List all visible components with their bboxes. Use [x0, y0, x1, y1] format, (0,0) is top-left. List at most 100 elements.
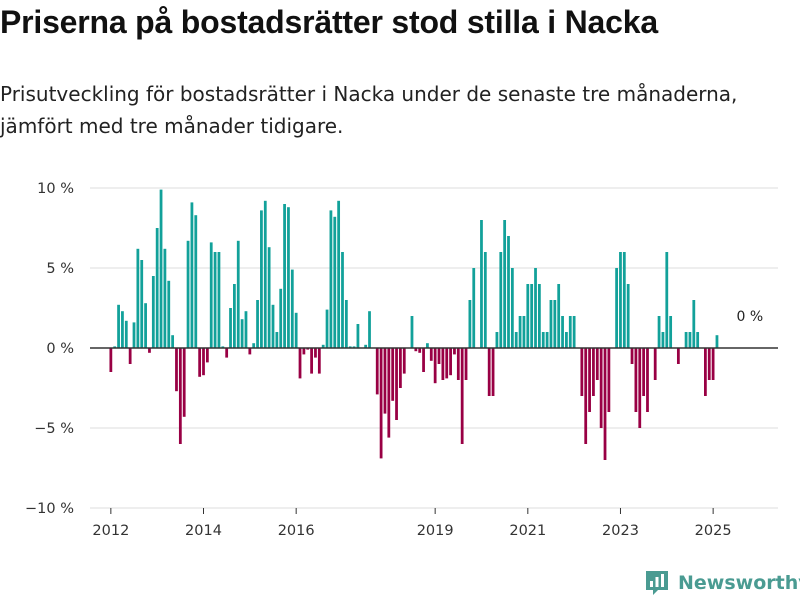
bar [314, 348, 317, 358]
bar [599, 348, 603, 428]
bar [561, 316, 564, 348]
bar [537, 284, 541, 348]
x-tick-label: 2019 [417, 523, 454, 539]
bar [163, 248, 167, 348]
bar [248, 348, 252, 355]
bar [507, 236, 510, 348]
bar [495, 332, 499, 348]
bar [356, 324, 360, 348]
bar [534, 268, 537, 348]
bar [449, 348, 452, 376]
bar [607, 348, 611, 412]
bar [383, 348, 387, 414]
bar [294, 312, 298, 348]
bar [433, 348, 437, 384]
bar [580, 348, 584, 396]
bar [622, 252, 626, 348]
bar [337, 200, 341, 348]
bar [630, 348, 634, 364]
bar [480, 220, 483, 348]
bar [472, 268, 476, 348]
annotations: 0 % [737, 309, 764, 325]
y-tick-label: 0 % [46, 341, 74, 357]
bar [217, 252, 221, 348]
bar [352, 346, 356, 348]
bar [715, 335, 719, 348]
bar [109, 348, 113, 372]
bar [437, 348, 441, 364]
bar [414, 348, 418, 352]
bar [395, 348, 398, 420]
y-tick-label: 10 % [37, 181, 74, 197]
chart-subtitle: Prisutveckling för bostadsrätter i Nacka… [0, 82, 738, 138]
newsworthy-logo-icon [646, 571, 668, 595]
bar [375, 348, 379, 395]
bar [588, 348, 591, 412]
bar [171, 335, 175, 348]
bar [688, 332, 692, 348]
y-tick-label: −5 % [34, 421, 74, 437]
bar [642, 348, 646, 396]
bar [619, 252, 622, 348]
bar [333, 216, 337, 348]
bar [140, 260, 144, 348]
bar [348, 346, 352, 348]
bar [121, 311, 124, 348]
bar [518, 316, 522, 348]
bar [553, 300, 557, 348]
bar [205, 348, 209, 363]
bar [186, 240, 190, 348]
bar [676, 348, 680, 364]
bar [190, 202, 194, 348]
bar [626, 284, 630, 348]
bar [283, 204, 286, 348]
bar [341, 252, 344, 348]
bar [182, 348, 186, 417]
bar [541, 332, 545, 348]
bar [402, 348, 406, 374]
bar [557, 284, 561, 348]
bar [290, 269, 294, 348]
bar [426, 343, 429, 348]
bar [155, 228, 159, 348]
bar [456, 348, 460, 380]
bar [530, 284, 534, 348]
bar [213, 252, 217, 348]
y-axis-labels: −10 % −5 % 0 % 5 % 10 % [25, 181, 74, 517]
bar [298, 348, 302, 379]
bar [410, 316, 414, 348]
x-tick-label: 2012 [92, 523, 129, 539]
bar [128, 348, 132, 364]
bar [391, 348, 395, 401]
bar [132, 322, 136, 348]
bar-chart: −10 % −5 % 0 % 5 % 10 % 2012 2014 2016 2019 2021… [25, 181, 778, 539]
bar [144, 303, 147, 348]
bar [603, 348, 607, 460]
bar [387, 348, 391, 438]
bar [271, 304, 275, 348]
bar [568, 316, 572, 348]
bar [638, 348, 642, 428]
bar [368, 311, 371, 348]
bar [310, 348, 313, 374]
bar [483, 252, 487, 348]
bar [592, 348, 595, 396]
x-tick-label: 2021 [509, 523, 546, 539]
bar [510, 268, 514, 348]
bar [545, 332, 549, 348]
bar [661, 332, 665, 348]
bar [198, 348, 202, 377]
last-value-label: 0 % [737, 309, 764, 325]
bar [669, 316, 673, 348]
bar [175, 348, 178, 392]
bar [279, 288, 283, 348]
bar [491, 348, 495, 396]
bar [711, 348, 715, 380]
bar [202, 348, 205, 376]
bar [260, 210, 263, 348]
bar [325, 309, 329, 348]
bar [344, 300, 348, 348]
y-tick-label: −10 % [25, 501, 74, 517]
bar [178, 348, 182, 444]
bar [646, 348, 649, 412]
